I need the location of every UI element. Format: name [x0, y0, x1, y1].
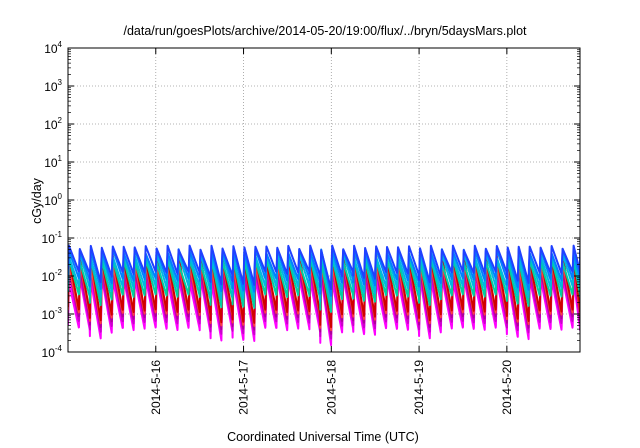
x-tick-label: 2014-5-16 — [149, 360, 163, 415]
y-tick-label: 10-1 — [42, 230, 63, 246]
x-tick-label: 2014-5-20 — [500, 360, 514, 415]
y-tick-label: 103 — [44, 78, 62, 94]
y-tick-label: 101 — [44, 154, 62, 170]
x-tick-label: 2014-5-17 — [237, 360, 251, 415]
y-tick-label: 100 — [44, 192, 62, 208]
x-tick-label: 2014-5-18 — [324, 360, 338, 415]
y-tick-label: 10-4 — [42, 344, 63, 360]
series-line — [68, 254, 580, 329]
series-line — [68, 244, 580, 291]
series-group — [68, 244, 580, 347]
y-axis-label: cGy/day — [30, 177, 44, 224]
y-tick-label: 10-2 — [42, 268, 63, 284]
x-tick-label: 2014-5-19 — [412, 360, 426, 415]
y-tick-label: 104 — [44, 40, 62, 56]
chart-title: /data/run/goesPlots/archive/2014-05-20/1… — [123, 24, 527, 38]
x-axis-label: Coordinated Universal Time (UTC) — [227, 430, 419, 444]
y-tick-label: 10-3 — [42, 306, 63, 322]
y-ticks: 10-4 10-3 10-2 10-1 100 101 102 103 104 — [42, 40, 580, 360]
y-tick-label: 102 — [44, 116, 62, 132]
x-ticks: 2014-5-16 2014-5-17 2014-5-18 2014-5-19 2014… — [149, 48, 514, 415]
